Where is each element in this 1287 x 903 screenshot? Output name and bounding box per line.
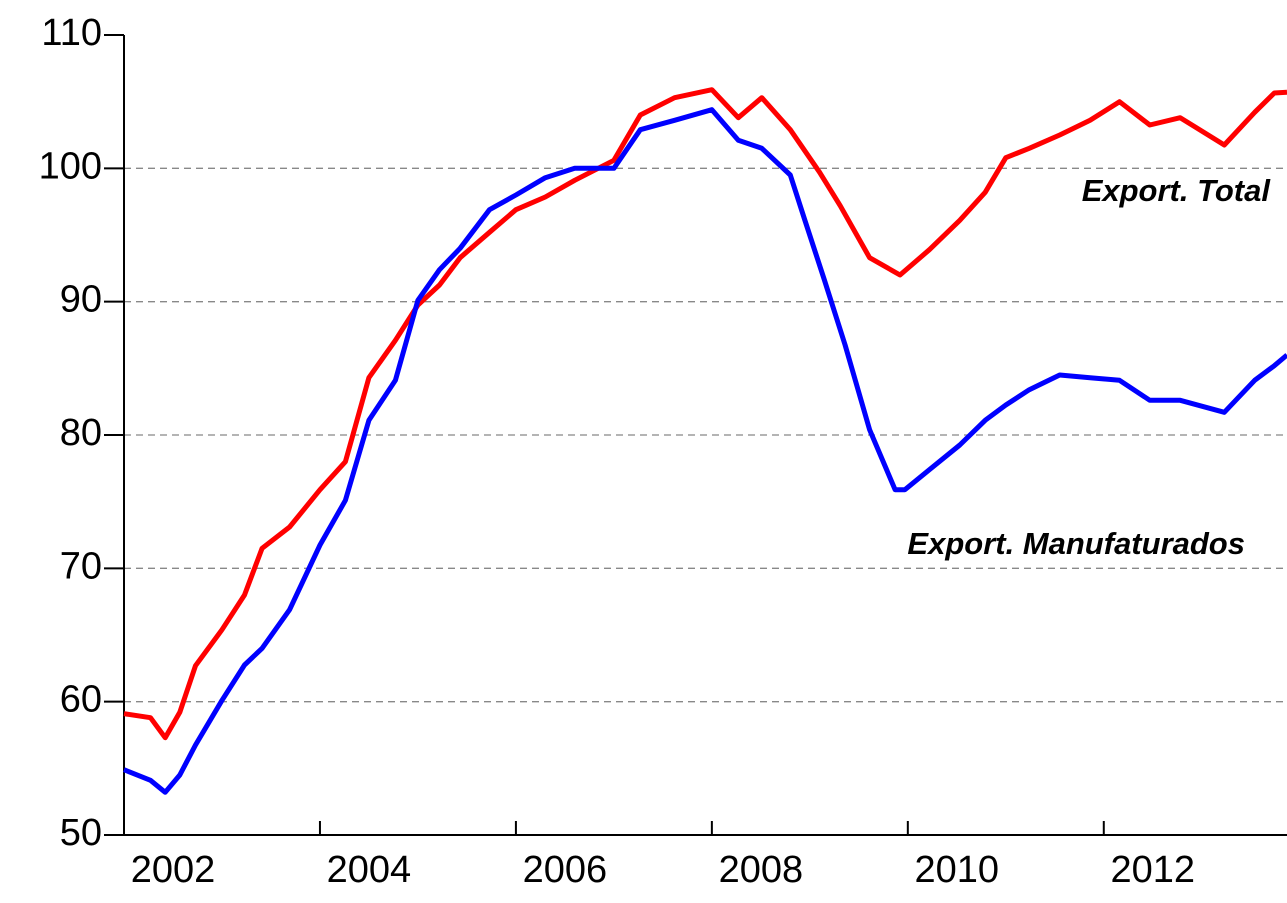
x-tick-label: 2006 [523,849,608,891]
x-tick-label: 2010 [915,849,1000,891]
series-label: Export. Total [1082,173,1272,208]
y-tick-label: 70 [60,545,102,587]
y-tick-label: 80 [60,412,102,454]
series-label: Export. Manufaturados [907,526,1245,561]
y-tick-label: 110 [41,12,102,54]
y-tick-label: 90 [60,279,102,321]
y-tick-label: 50 [60,812,102,854]
x-tick-label: 2012 [1110,849,1195,891]
x-tick-label: 2008 [719,849,804,891]
line-series [123,107,1287,795]
x-tick-label: 2004 [327,849,412,891]
line-series [123,87,1287,741]
x-tick-label: 2002 [131,849,216,891]
y-tick-label: 60 [60,679,102,721]
y-tick-label: 100 [39,145,102,187]
